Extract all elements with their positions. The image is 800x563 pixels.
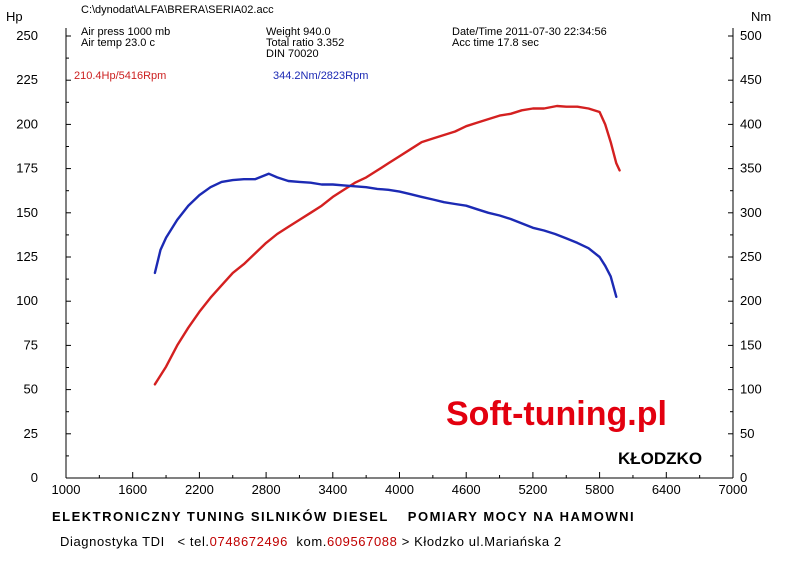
chart-series [153, 104, 621, 386]
right-tick-label: 0 [740, 470, 747, 485]
right-tick-label: 200 [740, 293, 762, 308]
acc-time: Acc time 17.8 sec [452, 37, 539, 49]
right-tick-label: 500 [740, 28, 762, 43]
footer-title-right: POMIARY MOCY NA HAMOWNI [407, 509, 636, 524]
x-tick-label: 7000 [719, 482, 748, 497]
x-tick-label: 3400 [318, 482, 347, 497]
footer-mobile-prefix: kom. [296, 534, 327, 549]
right-tick-label: 350 [740, 161, 762, 176]
right-tick-label: 50 [740, 426, 754, 441]
x-tick-label: 2800 [252, 482, 281, 497]
right-tick-label: 150 [740, 337, 762, 352]
din-standard: DIN 70020 [266, 48, 319, 60]
left-tick-label: 250 [16, 28, 38, 43]
footer-tel-prefix: < tel. [177, 534, 210, 549]
datetime: Date/Time 2011-07-30 22:34:56 [452, 26, 607, 38]
air-press: Air press 1000 mb [81, 26, 171, 38]
right-tick-label: 250 [740, 249, 762, 264]
torque-peak-label: 344.2Nm/2823Rpm [273, 70, 369, 82]
x-tick-label: 1600 [118, 482, 147, 497]
right-tick-label: 300 [740, 205, 762, 220]
brand-logo: Soft-tuning.pl [446, 395, 667, 433]
x-tick-label: 2200 [185, 482, 214, 497]
x-tick-label: 4600 [452, 482, 481, 497]
left-tick-label: 125 [16, 249, 38, 264]
left-tick-label: 225 [16, 72, 38, 87]
right-tick-label: 100 [740, 382, 762, 397]
torque-line [153, 172, 618, 298]
right-tick-label: 400 [740, 116, 762, 131]
left-tick-label: 50 [24, 382, 38, 397]
total-ratio: Total ratio 3.352 [266, 37, 345, 49]
right-axis-unit: Nm [751, 9, 772, 24]
x-tick-label: 5800 [585, 482, 614, 497]
file-path: C:\dynodat\ALFA\BRERA\SERIA02.acc [81, 4, 274, 16]
footer-address: > Kłodzko ul.Mariańska 2 [401, 534, 562, 549]
brand-city: KŁODZKO [618, 449, 703, 468]
left-tick-label: 25 [24, 426, 38, 441]
left-tick-label: 75 [24, 337, 38, 352]
footer-title: ELEKTRONICZNY TUNING SILNIKÓW DIESEL POM… [52, 509, 692, 524]
power-line [153, 104, 621, 386]
x-tick-label: 1000 [52, 482, 81, 497]
left-tick-label: 150 [16, 205, 38, 220]
footer-contact: Diagnostyka TDI < tel.0748672496 kom.609… [60, 534, 562, 549]
axis-ticks: 2502252001751501251007550250500450400350… [16, 28, 761, 497]
left-tick-label: 100 [16, 293, 38, 308]
footer-service: Diagnostyka TDI [60, 534, 165, 549]
left-tick-label: 0 [31, 470, 38, 485]
left-tick-label: 175 [16, 161, 38, 176]
air-temp: Air temp 23.0 c [81, 37, 155, 49]
footer-phone: 0748672496 [209, 534, 288, 549]
right-tick-label: 450 [740, 72, 762, 87]
left-tick-label: 200 [16, 116, 38, 131]
left-axis-unit: Hp [6, 9, 23, 24]
weight: Weight 940.0 [266, 26, 331, 38]
footer-title-left: ELEKTRONICZNY TUNING SILNIKÓW DIESEL [52, 509, 389, 524]
power-peak-label: 210.4Hp/5416Rpm [74, 70, 167, 82]
x-tick-label: 4000 [385, 482, 414, 497]
x-tick-label: 5200 [518, 482, 547, 497]
footer-mobile: 609567088 [326, 534, 398, 549]
x-tick-label: 6400 [652, 482, 681, 497]
